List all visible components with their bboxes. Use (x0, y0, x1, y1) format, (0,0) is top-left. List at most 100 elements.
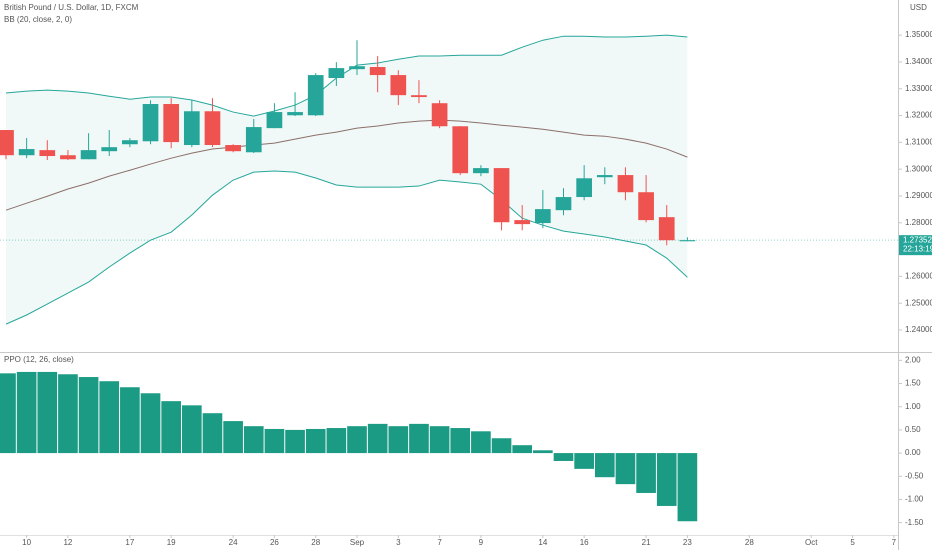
x-tick-label: Oct (805, 538, 818, 547)
bar (636, 453, 656, 493)
candle-body (596, 175, 613, 178)
y-tick-label: 1.24000 (905, 325, 932, 334)
bar (429, 426, 450, 454)
bar (243, 426, 264, 454)
candle-body (39, 150, 56, 157)
candle-body (287, 112, 303, 116)
candle-body (514, 220, 531, 225)
x-tick-label: Sep (350, 538, 365, 547)
y-tick-label: 1.31000 (905, 137, 932, 146)
x-tick-label: 10 (22, 538, 31, 547)
candle-body (638, 192, 654, 221)
candle-body (576, 178, 592, 198)
candle-body (349, 66, 365, 70)
bar (574, 453, 594, 469)
y-tick-label: -1.00 (905, 495, 924, 504)
candle-body (307, 75, 324, 116)
bar (161, 401, 181, 454)
x-tick-label: 3 (396, 538, 401, 547)
y-tick-label: 1.26000 (905, 272, 932, 281)
candle-body (617, 175, 634, 193)
y-tick-label: 1.29000 (905, 191, 932, 200)
x-tick-label: 19 (167, 538, 176, 547)
bar (37, 371, 58, 454)
x-tick-label: 16 (580, 538, 589, 547)
y-tick-label: 1.50 (905, 379, 921, 388)
candle-body (18, 149, 35, 156)
y-tick-label: 1.34000 (905, 57, 932, 66)
candle-body (328, 68, 345, 79)
x-tick-label: 7 (892, 538, 897, 547)
bar (120, 387, 140, 454)
y-tick-label: 1.33000 (905, 84, 932, 93)
y-tick-label: -0.50 (905, 471, 924, 480)
y-tick-label: 1.28000 (905, 218, 932, 227)
candle-body (493, 168, 510, 223)
bar (58, 374, 78, 454)
x-tick-label: 17 (125, 538, 134, 547)
candle-body (658, 217, 675, 241)
bar (326, 428, 347, 454)
candle-body (452, 126, 469, 174)
x-tick-label: 12 (63, 538, 72, 547)
candle-body (411, 95, 427, 98)
candle-body (0, 130, 14, 156)
bar (0, 373, 16, 454)
candle-body (225, 145, 241, 152)
bar (677, 453, 698, 522)
bar (181, 405, 202, 454)
bar (99, 381, 120, 454)
candle-body (369, 67, 386, 76)
bar (656, 453, 677, 506)
last-price-box (899, 235, 932, 256)
y-tick-label: 0.50 (905, 425, 921, 434)
candle-body (679, 240, 696, 242)
candle-body (60, 155, 76, 160)
bar (78, 377, 99, 454)
x-tick-label: 24 (229, 538, 238, 547)
x-tick-label: 28 (311, 538, 320, 547)
bar (471, 431, 491, 454)
bar (594, 453, 615, 478)
bar (367, 423, 388, 454)
bar (491, 438, 512, 454)
bar (533, 450, 553, 454)
currency-label: USD (910, 3, 927, 12)
band-line (5, 119, 688, 211)
y-tick-label: -1.50 (905, 518, 924, 527)
candle-body (473, 168, 489, 174)
band-line (5, 34, 688, 117)
x-tick-label: 7 (437, 538, 442, 547)
candle-body (245, 127, 262, 153)
y-tick-label: 1.25000 (905, 298, 932, 307)
candle-body (431, 103, 448, 127)
bar (16, 371, 37, 454)
candle-body (122, 140, 138, 145)
y-tick-label: 1.32000 (905, 111, 932, 120)
y-tick-label: 0.00 (905, 448, 921, 457)
candle-body (163, 104, 180, 143)
candle-body (204, 111, 221, 146)
y-tick-label: 1.30000 (905, 164, 932, 173)
bar (223, 421, 243, 454)
candle-body (535, 209, 551, 224)
x-tick-label: 26 (270, 538, 279, 547)
x-tick-label: 9 (479, 538, 484, 547)
indicator-label: PPO (12, 26, close) (4, 355, 74, 364)
y-tick-label: 1.35000 (905, 30, 932, 39)
bar (347, 426, 367, 454)
candle-body (183, 111, 200, 146)
bar (140, 393, 161, 454)
last-price-label: 1.27352 (903, 235, 932, 244)
candle-body (101, 147, 118, 152)
candle-body (80, 150, 97, 160)
x-tick-label: 28 (745, 538, 754, 547)
bar (450, 428, 471, 454)
bar (264, 428, 285, 454)
bar (409, 423, 429, 454)
candle-body (266, 112, 283, 129)
bar (285, 429, 305, 454)
candle-body (555, 197, 572, 211)
